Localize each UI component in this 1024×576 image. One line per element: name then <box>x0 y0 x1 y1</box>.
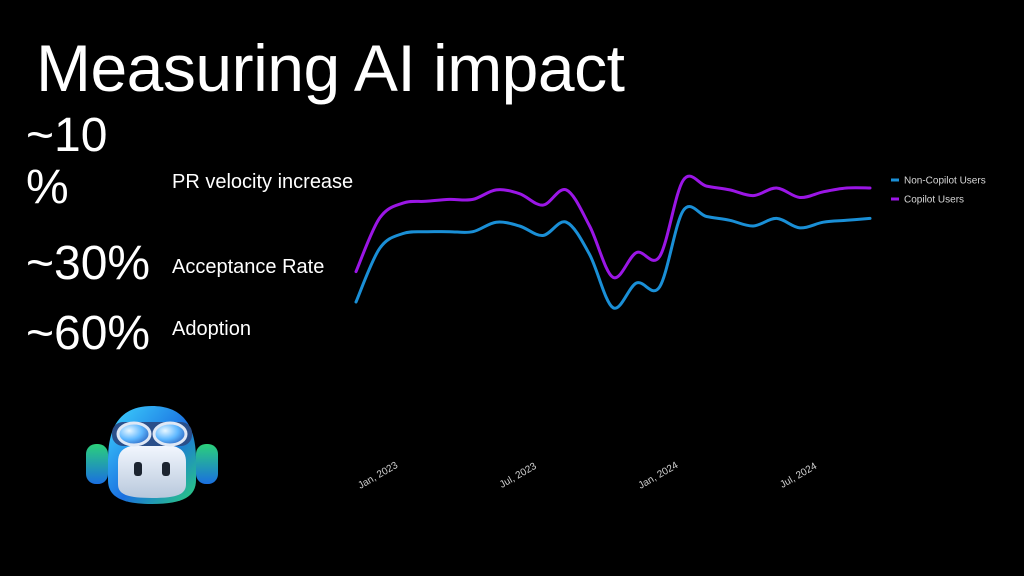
legend-swatch-1 <box>891 197 899 201</box>
series-line-non-copilot-users <box>354 205 872 310</box>
x-tick-label-0: Jan, 2023 <box>356 460 400 492</box>
stat-adoption-value: ~60% <box>26 307 151 360</box>
legend-label-1: Copilot Users <box>904 195 964 206</box>
legend-label-0: Non-Copilot Users <box>904 176 986 187</box>
series-line-copilot-users <box>354 174 872 280</box>
stat-pr-velocity-value-line1: ~10 <box>26 109 108 162</box>
stat-adoption-label: Adoption <box>172 318 251 340</box>
x-tick-label-2: Jan, 2024 <box>637 460 681 492</box>
legend-swatch-0 <box>891 178 899 182</box>
stat-pr-velocity-value-line2: % <box>26 161 69 214</box>
stat-acceptance-value: ~30% <box>26 237 151 290</box>
x-tick-label-1: Jul, 2023 <box>498 461 539 491</box>
x-tick-label-3: Jul, 2024 <box>778 461 819 491</box>
slide-title: Measuring AI impact <box>36 31 625 105</box>
copilot-mascot-icon <box>84 400 220 508</box>
stat-pr-velocity-label: PR velocity increase <box>172 171 354 193</box>
stat-acceptance-label: Acceptance Rate <box>172 256 325 278</box>
